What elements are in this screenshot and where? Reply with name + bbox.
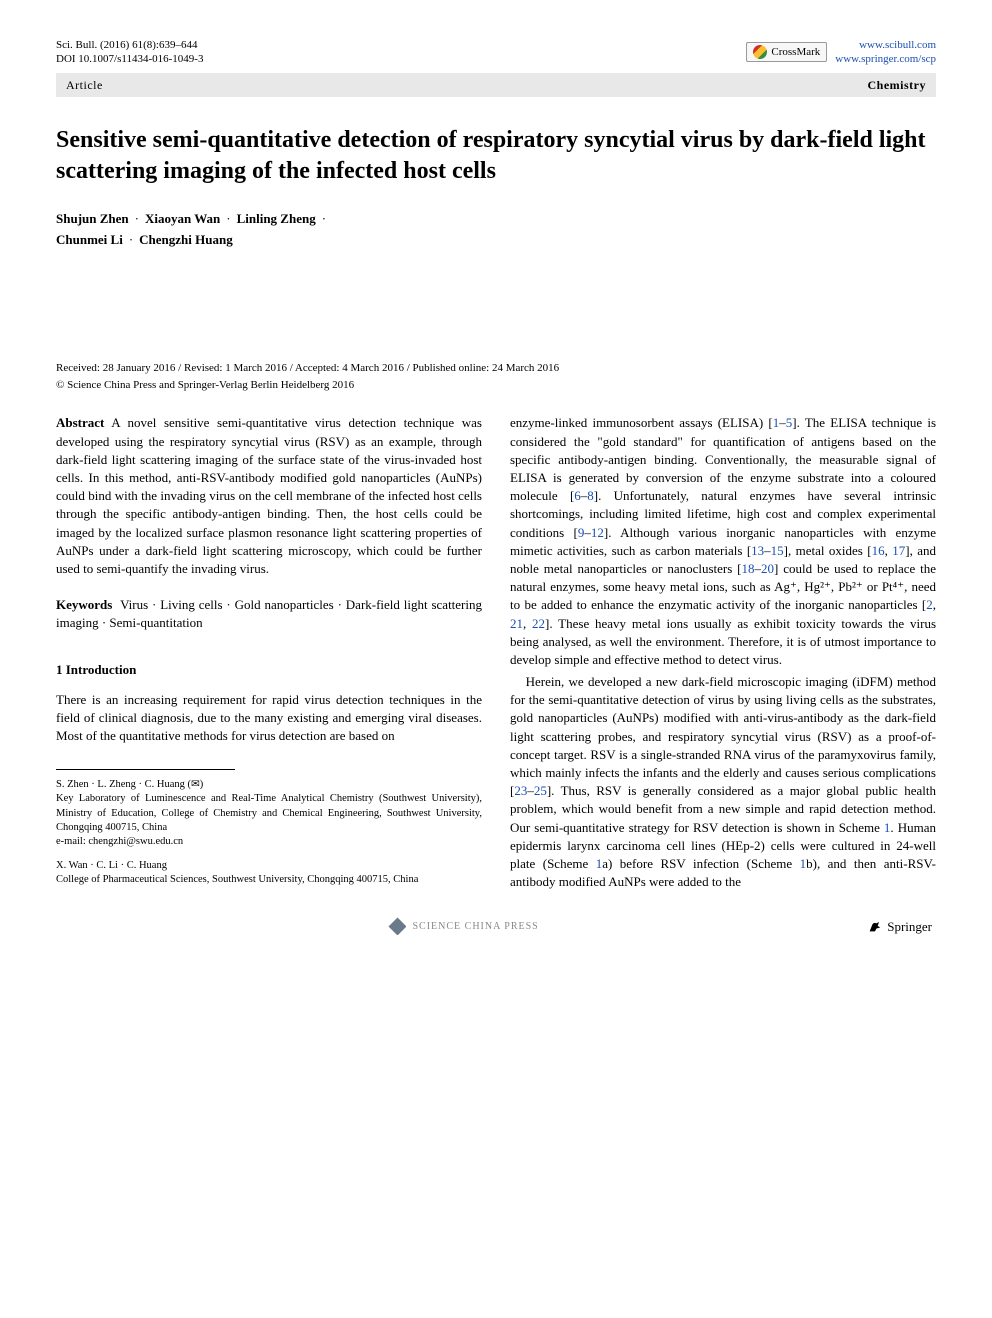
ref-link[interactable]: 12 [591, 525, 604, 540]
affil-address: College of Pharmaceutical Sciences, Sout… [56, 873, 482, 887]
body-paragraph: Herein, we developed a new dark-field mi… [510, 673, 936, 891]
ref-link[interactable]: 18 [742, 561, 755, 576]
affil-names: S. Zhen · L. Zheng · C. Huang (✉) [56, 778, 482, 792]
two-column-body: Abstract A novel sensitive semi-quantita… [56, 414, 936, 897]
page-header: Sci. Bull. (2016) 61(8):639–644 DOI 10.1… [56, 38, 936, 67]
ref-link[interactable]: 21 [510, 616, 523, 631]
ref-link[interactable]: 22 [532, 616, 545, 631]
intro-paragraph-1: There is an increasing requirement for r… [56, 691, 482, 746]
springer-logo: Springer [867, 918, 932, 936]
body-paragraph: enzyme-linked immunosorbent assays (ELIS… [510, 414, 936, 669]
keywords-paragraph: Keywords Virus · Living cells · Gold nan… [56, 596, 482, 632]
footer-center-text: SCIENCE CHINA PRESS [412, 920, 538, 934]
article-type-label: Article [66, 77, 103, 93]
copyright-line: © Science China Press and Springer-Verla… [56, 378, 936, 393]
author: Xiaoyan Wan [145, 211, 220, 226]
page-footer: SCIENCE CHINA PRESS Springer [56, 917, 936, 935]
affiliation-2: X. Wan · C. Li · C. Huang College of Pha… [56, 859, 482, 887]
journal-line: Sci. Bull. (2016) 61(8):639–644 [56, 38, 203, 52]
footer-publisher: SCIENCE CHINA PRESS [388, 917, 538, 935]
affiliation-rule [56, 769, 235, 770]
authors-block: Shujun Zhen·Xiaoyan Wan·Linling Zheng· C… [56, 209, 936, 251]
right-column: enzyme-linked immunosorbent assays (ELIS… [510, 414, 936, 897]
crossmark-badge[interactable]: CrossMark [746, 42, 827, 62]
affiliation-1: S. Zhen · L. Zheng · C. Huang (✉) Key La… [56, 778, 482, 849]
article-category: Chemistry [868, 77, 927, 93]
author: Chengzhi Huang [139, 232, 233, 247]
left-column: Abstract A novel sensitive semi-quantita… [56, 414, 482, 897]
ref-link[interactable]: 13 [751, 543, 764, 558]
abstract-text: A novel sensitive semi-quantitative viru… [56, 415, 482, 576]
affil-names: X. Wan · C. Li · C. Huang [56, 859, 482, 873]
article-type-bar: Article Chemistry [56, 73, 936, 97]
ref-link[interactable]: 15 [771, 543, 784, 558]
ref-link[interactable]: 23 [514, 783, 527, 798]
ref-link[interactable]: 17 [892, 543, 905, 558]
springer-horse-icon [867, 918, 883, 934]
springer-text: Springer [887, 918, 932, 936]
crossmark-icon [753, 45, 767, 59]
header-left: Sci. Bull. (2016) 61(8):639–644 DOI 10.1… [56, 38, 203, 67]
affil-address: Key Laboratory of Luminescence and Real-… [56, 792, 482, 835]
author: Chunmei Li [56, 232, 123, 247]
site-link-2[interactable]: www.springer.com/scp [835, 53, 936, 65]
affil-email: e-mail: chengzhi@swu.edu.cn [56, 835, 482, 849]
section-heading-1: 1 Introduction [56, 661, 482, 679]
site-link-1[interactable]: www.scibull.com [859, 39, 936, 51]
ref-link[interactable]: 25 [534, 783, 547, 798]
article-dates: Received: 28 January 2016 / Revised: 1 M… [56, 361, 936, 376]
doi-line: DOI 10.1007/s11434-016-1049-3 [56, 52, 203, 66]
science-china-press-icon [388, 917, 406, 935]
abstract-paragraph: Abstract A novel sensitive semi-quantita… [56, 414, 482, 578]
abstract-label: Abstract [56, 415, 104, 430]
keywords-label: Keywords [56, 597, 112, 612]
header-right: CrossMark www.scibull.com www.springer.c… [746, 38, 936, 67]
author: Linling Zheng [237, 211, 316, 226]
article-title: Sensitive semi-quantitative detection of… [56, 125, 936, 187]
ref-link[interactable]: 16 [872, 543, 885, 558]
author: Shujun Zhen [56, 211, 129, 226]
keywords-text: Virus · Living cells · Gold nanoparticle… [56, 597, 482, 630]
ref-link[interactable]: 20 [761, 561, 774, 576]
crossmark-label: CrossMark [771, 45, 820, 59]
